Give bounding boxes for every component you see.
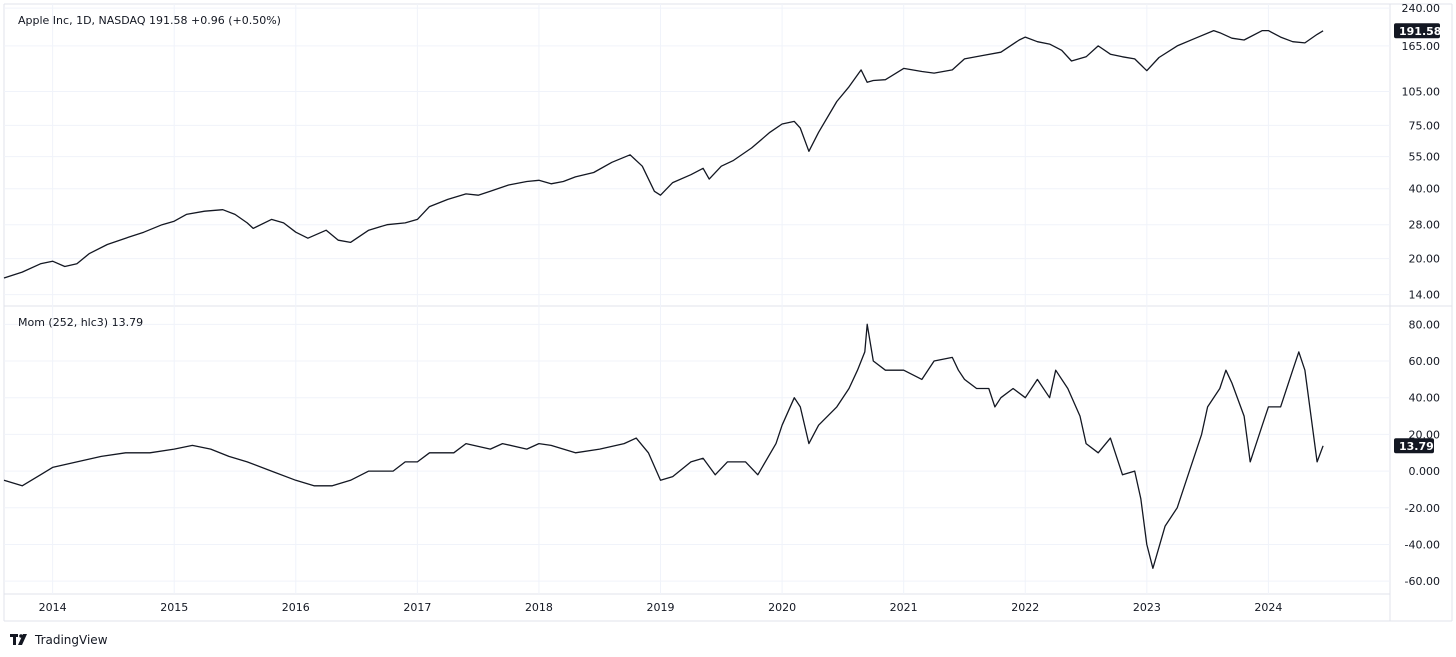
time-tick-label: 2019 (647, 601, 675, 614)
price-tick-label: 75.00 (1409, 119, 1441, 132)
tradingview-brand-text: TradingView (35, 633, 108, 647)
price-tick-label: 28.00 (1409, 219, 1441, 232)
price-tick-label: 240.00 (1402, 2, 1441, 15)
price-grid (4, 7, 1390, 296)
momentum-tick-label: 0.000 (1409, 465, 1441, 478)
momentum-legend: Mom (252, hlc3) 13.79 (18, 316, 143, 329)
time-tick-label: 2015 (160, 601, 188, 614)
price-last-value-badge: 191.58 (1394, 23, 1441, 39)
momentum-tick-label: -60.00 (1405, 575, 1440, 588)
time-tick-label: 2020 (768, 601, 796, 614)
time-tick-label: 2017 (403, 601, 431, 614)
price-tick-label: 40.00 (1409, 183, 1441, 196)
tradingview-logo-icon (10, 634, 27, 645)
time-tick-label: 2022 (1011, 601, 1039, 614)
momentum-last-value-badge: 13.79 (1394, 438, 1434, 454)
momentum-last-value: 13.79 (1399, 440, 1434, 453)
price-axis[interactable]: 240.00 165.00 105.00 75.00 55.00 40.00 28.00 20… (1402, 2, 1441, 301)
momentum-line (3, 323, 1324, 569)
momentum-tick-label: -40.00 (1405, 538, 1440, 551)
time-grid (52, 4, 1269, 594)
price-tick-label: 20.00 (1409, 253, 1441, 266)
time-tick-label: 2016 (282, 601, 310, 614)
price-series (3, 29, 1324, 279)
price-legend: Apple Inc, 1D, NASDAQ 191.58 +0.96 (+0.5… (18, 14, 281, 27)
time-tick-label: 2014 (39, 601, 67, 614)
chart-frame (3, 3, 1453, 622)
time-tick-label: 2018 (525, 601, 553, 614)
momentum-tick-label: 60.00 (1409, 355, 1441, 368)
price-tick-label: 55.00 (1409, 151, 1441, 164)
momentum-axis[interactable]: 80.00 60.00 40.00 20.00 0.000 -20.00 -40.00 -60… (1405, 318, 1440, 588)
time-tick-label: 2023 (1133, 601, 1161, 614)
momentum-grid (4, 323, 1390, 582)
time-axis[interactable]: 2014 2015 2016 2017 2018 2019 2020 2021 2022 2023… (39, 601, 1283, 614)
tradingview-logo[interactable]: TradingView (10, 631, 108, 649)
momentum-tick-label: 80.00 (1409, 318, 1441, 331)
momentum-series (3, 323, 1324, 569)
momentum-tick-label: -20.00 (1405, 502, 1440, 515)
price-tick-label: 105.00 (1402, 85, 1441, 98)
time-tick-label: 2021 (890, 601, 918, 614)
momentum-tick-label: 20.00 (1409, 428, 1441, 441)
price-line (3, 29, 1324, 279)
momentum-tick-label: 40.00 (1409, 392, 1441, 405)
price-tick-label: 165.00 (1402, 40, 1441, 53)
price-tick-label: 14.00 (1409, 289, 1441, 302)
price-last-value: 191.58 (1399, 25, 1441, 38)
time-tick-label: 2024 (1254, 601, 1282, 614)
